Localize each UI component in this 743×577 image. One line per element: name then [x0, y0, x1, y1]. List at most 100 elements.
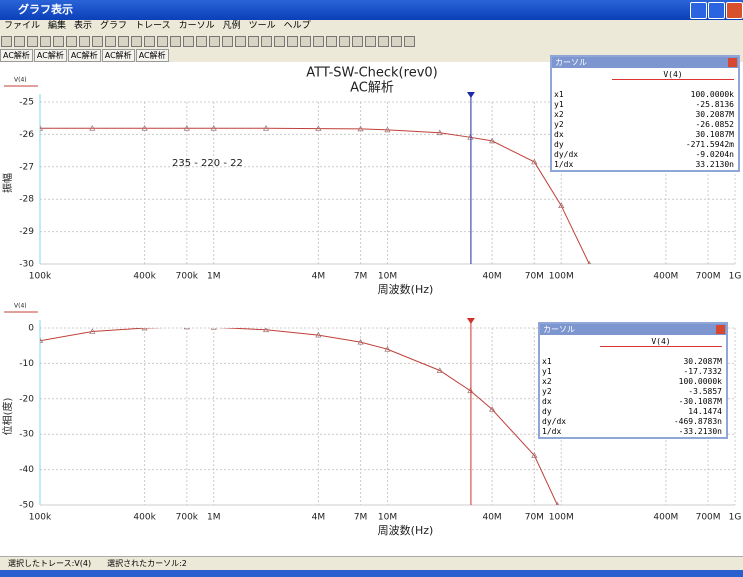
trace-marker	[210, 125, 217, 131]
legend-entry: V(4)	[14, 303, 27, 310]
y-axis-label: 振幅	[1, 173, 14, 193]
x-tick-label: 10M	[378, 513, 397, 523]
panel-row: x1 30.2087M	[540, 357, 726, 367]
x-tick-label: 400k	[133, 513, 156, 523]
trace-marker	[40, 337, 44, 344]
toolbar-button[interactable]	[105, 36, 116, 47]
trace-marker	[40, 125, 44, 131]
x-tick-label: 7M	[354, 272, 368, 282]
panel-title: カーソル	[555, 58, 587, 67]
panel-row: y1 -17.7332	[540, 367, 726, 377]
x-tick-label: 100M	[549, 513, 574, 523]
toolbar-button[interactable]	[287, 36, 298, 47]
toolbar-button[interactable]	[209, 36, 220, 47]
trace-marker	[467, 134, 474, 140]
x-tick-label: 700k	[176, 272, 199, 282]
trace-marker	[436, 129, 443, 136]
toolbar-button[interactable]	[92, 36, 103, 47]
tab[interactable]: AC解析	[33, 49, 67, 62]
tab[interactable]: AC解析	[0, 49, 33, 62]
toolbar-button[interactable]	[300, 36, 311, 47]
toolbar-button[interactable]	[313, 36, 324, 47]
toolbar-button[interactable]	[404, 36, 415, 47]
panel-close[interactable]	[728, 58, 737, 67]
maximize-button[interactable]	[708, 2, 725, 19]
y-tick-label: -28	[19, 195, 34, 205]
toolbar-button[interactable]	[365, 36, 376, 47]
y-tick-label: 0	[28, 324, 34, 334]
panel-row: dy 14.1474	[540, 407, 726, 417]
trace-marker	[357, 125, 364, 132]
toolbar-button[interactable]	[248, 36, 259, 47]
toolbar-button[interactable]	[261, 36, 272, 47]
panel-row: x2 100.0000k	[540, 377, 726, 387]
toolbar-button[interactable]	[157, 36, 168, 47]
row-key: dx	[554, 130, 564, 139]
x-tick-label: 100k	[29, 272, 52, 282]
toolbar-button[interactable]	[235, 36, 246, 47]
toolbar-button[interactable]	[79, 36, 90, 47]
menu-item[interactable]: トレース	[135, 21, 171, 31]
toolbar-button[interactable]	[53, 36, 64, 47]
toolbar-button[interactable]	[40, 36, 51, 47]
minimize-button[interactable]	[690, 2, 707, 19]
menu-item[interactable]: ヘルプ	[283, 21, 311, 31]
menu-item[interactable]: 凡例	[222, 21, 241, 31]
menu-item[interactable]: ツール	[248, 21, 276, 31]
row-value: 100.0000k	[678, 377, 722, 386]
panel-row: dx 30.1087M	[552, 130, 738, 140]
trace-marker	[315, 331, 322, 338]
panel-row: dy -271.5942m	[552, 140, 738, 150]
tab[interactable]: AC解析	[67, 49, 101, 62]
menu-item[interactable]: カーソル	[178, 21, 215, 31]
trace-marker	[587, 260, 592, 264]
toolbar-button[interactable]	[339, 36, 350, 47]
toolbar	[0, 34, 743, 48]
panel-close[interactable]	[716, 325, 725, 334]
toolbar-button[interactable]	[326, 36, 337, 47]
x-tick-label: 400M	[653, 513, 678, 523]
toolbar-button[interactable]	[274, 36, 285, 47]
trace-marker	[210, 328, 217, 330]
row-value: -30.1087M	[678, 397, 722, 406]
trace-marker	[489, 406, 496, 412]
menu-item[interactable]: グラフ	[100, 21, 128, 31]
x-tick-label: 700k	[176, 513, 199, 523]
close-button[interactable]	[726, 2, 743, 19]
menu-item[interactable]: 表示	[74, 21, 93, 31]
trace-marker	[531, 158, 538, 165]
toolbar-button[interactable]	[14, 36, 25, 47]
y-tick-label: -20	[19, 394, 34, 404]
tab[interactable]: AC解析	[135, 49, 169, 62]
row-value: 33.2130n	[695, 160, 734, 169]
toolbar-button[interactable]	[1, 36, 12, 47]
row-key: 1/dx	[554, 160, 574, 169]
menu-item[interactable]: 編集	[48, 21, 67, 31]
y-tick-label: -30	[19, 430, 34, 440]
toolbar-button[interactable]	[378, 36, 389, 47]
toolbar-button[interactable]	[170, 36, 181, 47]
trace-marker	[531, 452, 538, 458]
menu-item[interactable]: ファイル	[4, 21, 41, 31]
toolbar-button[interactable]	[144, 36, 155, 47]
toolbar-button[interactable]	[352, 36, 363, 47]
trace-marker	[262, 328, 270, 333]
x-axis-label: 周波数(Hz)	[378, 283, 434, 296]
toolbar-button[interactable]	[222, 36, 233, 47]
x-tick-label: 1M	[207, 272, 221, 282]
toolbar-button[interactable]	[27, 36, 38, 47]
x-tick-label: 100M	[549, 272, 574, 282]
x-tick-label: 4M	[312, 513, 326, 523]
x-tick-label: 40M	[482, 272, 501, 282]
row-key: y1	[554, 100, 564, 109]
toolbar-button[interactable]	[131, 36, 142, 47]
tab[interactable]: AC解析	[101, 49, 135, 62]
chart-title: ATT-SW-Check(rev0)	[306, 66, 437, 81]
trace-marker	[555, 501, 560, 505]
toolbar-button[interactable]	[391, 36, 402, 47]
row-value: -26.0852	[695, 120, 734, 129]
toolbar-button[interactable]	[118, 36, 129, 47]
toolbar-button[interactable]	[196, 36, 207, 47]
toolbar-button[interactable]	[66, 36, 77, 47]
toolbar-button[interactable]	[183, 36, 194, 47]
